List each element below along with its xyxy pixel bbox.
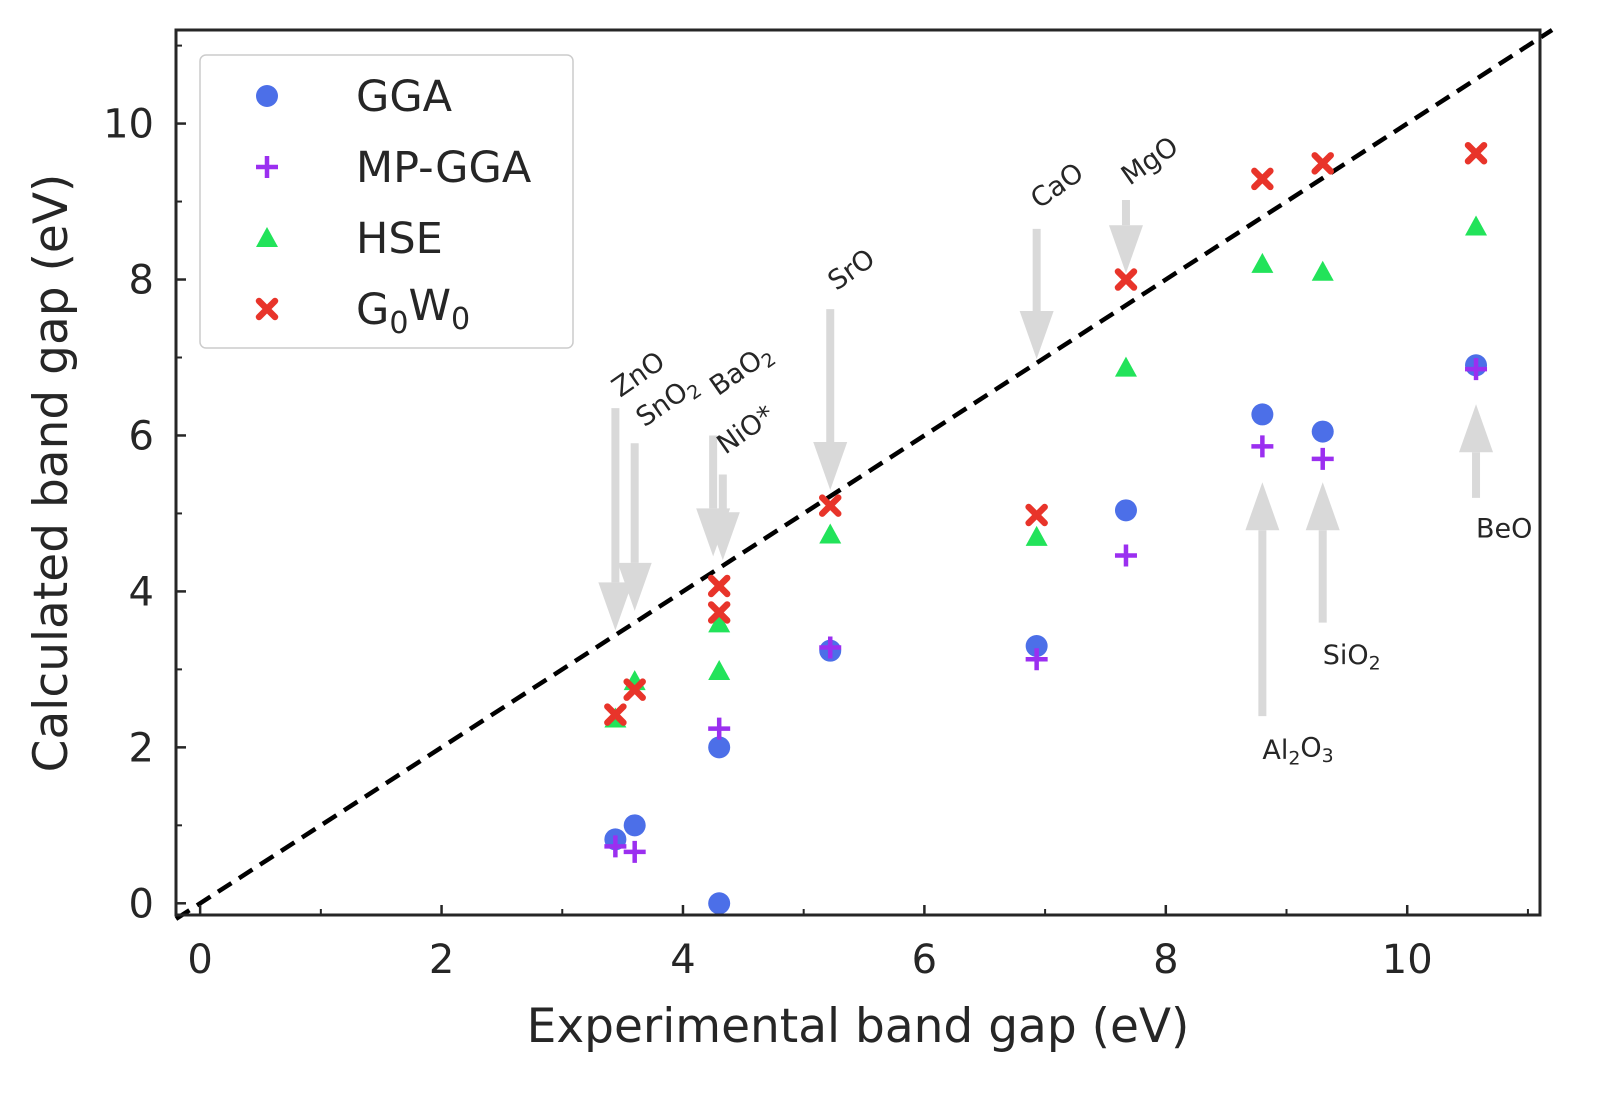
point-g0w0: [1114, 268, 1138, 291]
point-gga: [1025, 634, 1048, 657]
x-tick-label: 0: [187, 937, 212, 983]
annotation-arrow-head: [1459, 404, 1494, 453]
legend-marker: [256, 227, 278, 247]
legend-label: GGA: [356, 72, 453, 122]
plot-frame: [174, 28, 1542, 917]
point-hse: [1025, 525, 1048, 546]
point-g0w0: [623, 678, 646, 701]
point-mp-gga: [1311, 447, 1334, 470]
point-mp-gga: [1251, 435, 1274, 458]
annotation-arrow-head: [705, 512, 740, 561]
legend-marker: [256, 85, 278, 107]
y-tick-label: 4: [129, 569, 154, 615]
legend-marker: [255, 297, 279, 321]
point-hse: [708, 659, 731, 680]
point-g0w0: [1464, 141, 1488, 165]
y-tick-label: 6: [129, 413, 154, 459]
y-tick-label: 10: [103, 102, 154, 148]
parity-line: [174, 28, 1554, 921]
point-g0w0: [1311, 152, 1334, 175]
point-mp-gga: [1114, 544, 1137, 567]
point-mp-gga: [1025, 648, 1048, 671]
point-gga: [708, 892, 731, 915]
x-tick-label: 10: [1382, 937, 1433, 983]
annotation-arrow-head: [1245, 482, 1280, 531]
annotation-arrow-head: [1305, 482, 1340, 531]
x-tick-label: 4: [670, 937, 695, 983]
point-g0w0: [818, 494, 842, 517]
point-mp-gga: [623, 840, 646, 863]
y-tick-label: 2: [129, 725, 154, 771]
annotation-arrow-head: [813, 442, 848, 491]
point-g0w0: [707, 601, 731, 624]
x-axis-label: Experimental band gap (eV): [527, 999, 1190, 1054]
point-hse: [819, 523, 842, 544]
point-gga: [1251, 403, 1274, 426]
point-mp-gga: [708, 717, 731, 740]
annotation-label: SiO2: [1323, 640, 1381, 675]
point-g0w0: [1251, 167, 1274, 191]
reference-line-layer: [174, 28, 1554, 921]
point-gga: [623, 814, 646, 837]
legend-box: [199, 54, 574, 349]
point-gga: [1114, 499, 1137, 522]
point-mp-gga: [819, 636, 842, 659]
point-gga: [708, 736, 731, 759]
point-hse: [708, 612, 731, 633]
axes-layer: 0 2 4 6 8 10 0 2 4 6 8 10: [103, 28, 1542, 983]
y-tick-label: 8: [129, 258, 154, 304]
point-g0w0: [707, 574, 731, 598]
legend: GGA MP-GGA HSE G0W0: [199, 54, 574, 349]
annotation-arrow-head: [1108, 225, 1143, 274]
point-mp-gga: [604, 835, 627, 858]
x-tick-label: 8: [1153, 937, 1178, 983]
annotation-arrow-head: [598, 582, 633, 631]
y-axis-label: Calculated band gap (eV): [24, 174, 79, 773]
point-g0w0: [604, 703, 627, 726]
point-hse: [1465, 215, 1488, 236]
legend-label: HSE: [356, 214, 443, 264]
annotation-label: BeO: [1476, 513, 1532, 544]
annotation-arrow-head: [1019, 311, 1054, 360]
annotation-arrow-head: [617, 562, 652, 611]
point-gga: [1311, 420, 1334, 443]
x-tick-label: 6: [912, 937, 937, 983]
legend-label: MP-GGA: [356, 143, 532, 193]
data-points-layer: [604, 141, 1488, 915]
point-mp-gga: [1465, 358, 1488, 381]
x-tick-label: 2: [429, 937, 454, 983]
point-g0w0: [1025, 503, 1048, 527]
legend-marker: [256, 156, 278, 178]
point-hse: [1114, 356, 1137, 377]
legend-label: G0W0: [356, 281, 470, 341]
y-tick-label: 0: [129, 881, 154, 927]
point-hse: [1311, 260, 1334, 281]
point-hse: [1251, 252, 1274, 273]
annotation-label: Al2O3: [1262, 732, 1333, 769]
